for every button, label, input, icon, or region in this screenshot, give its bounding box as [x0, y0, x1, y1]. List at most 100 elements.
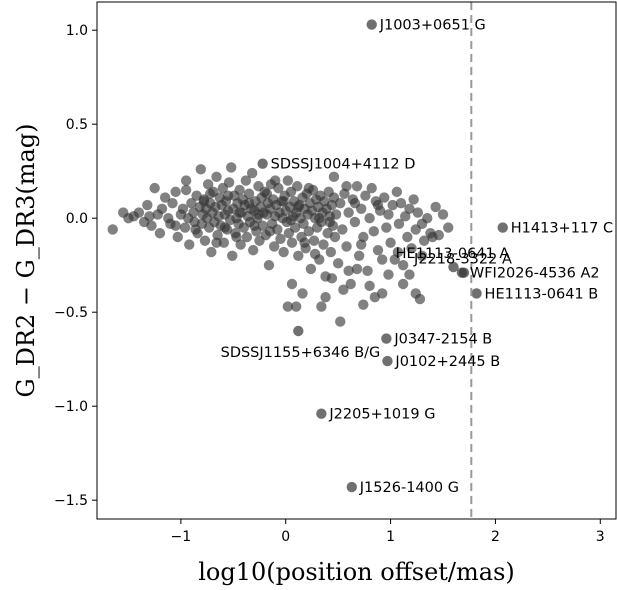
data-point — [298, 218, 309, 230]
data-point — [205, 188, 216, 199]
data-point — [154, 228, 166, 239]
data-point — [149, 182, 160, 194]
data-point — [198, 196, 210, 207]
data-point — [443, 222, 454, 233]
data-point — [433, 229, 445, 241]
data-point — [278, 246, 289, 258]
data-point — [219, 222, 231, 233]
point-annotation: WFI2026-4536 A2 — [470, 266, 600, 282]
data-point — [270, 175, 281, 186]
data-point — [253, 209, 264, 220]
data-point — [199, 235, 211, 246]
data-point — [142, 199, 153, 211]
x-tick-label: 0 — [281, 529, 290, 545]
data-point — [416, 250, 428, 261]
labeled-data-point — [456, 267, 468, 278]
data-point — [211, 171, 222, 183]
y-tick-label: −0.5 — [54, 305, 88, 321]
labeled-data-point — [293, 325, 304, 337]
data-point — [332, 258, 344, 269]
data-point — [387, 199, 398, 211]
data-point — [349, 216, 361, 228]
point-annotation: J1526-1400 G — [359, 480, 459, 496]
data-point — [170, 220, 181, 231]
data-point — [195, 164, 206, 175]
data-point — [159, 192, 171, 203]
data-point — [268, 241, 280, 252]
data-point — [261, 188, 273, 199]
data-point — [353, 250, 365, 261]
data-point — [240, 175, 252, 186]
data-point — [362, 265, 373, 277]
point-annotation: J2218-3322 A — [413, 252, 512, 268]
data-point — [369, 291, 381, 303]
labeled-data-point — [316, 408, 327, 419]
point-annotation: SDSSJ1155+6346 B/G — [221, 345, 381, 361]
point-annotation: J0347-2154 B — [393, 332, 492, 348]
x-tick-label: 3 — [596, 529, 605, 545]
data-point — [422, 213, 433, 224]
data-point — [318, 239, 329, 250]
data-point — [366, 182, 377, 194]
data-point — [172, 231, 183, 243]
scatter-points — [107, 162, 454, 327]
data-point — [211, 237, 222, 248]
data-point — [227, 250, 238, 261]
x-tick-label: 1 — [386, 529, 395, 545]
labeled-points — [257, 19, 508, 493]
data-point — [305, 263, 317, 275]
labeled-data-point — [366, 19, 377, 30]
labeled-data-point — [381, 333, 392, 344]
data-point — [243, 197, 255, 209]
data-point — [410, 288, 421, 299]
y-tick-label: 0.5 — [66, 117, 88, 133]
x-tick-label: −1 — [171, 529, 192, 545]
data-point — [218, 237, 230, 248]
data-point — [358, 299, 369, 310]
labeled-data-point — [382, 355, 393, 367]
data-point — [343, 265, 354, 277]
data-point — [202, 179, 214, 190]
data-point — [179, 222, 191, 233]
data-point — [186, 197, 197, 209]
data-point — [222, 190, 234, 201]
data-point — [335, 197, 346, 209]
data-point — [249, 220, 260, 231]
data-point — [206, 246, 217, 258]
data-point — [437, 209, 449, 220]
data-point — [379, 192, 390, 203]
data-point — [372, 244, 384, 256]
data-point — [330, 209, 342, 220]
data-point — [257, 220, 268, 231]
point-annotation: J0102+2445 B — [394, 354, 500, 370]
point-annotation: HE1113-0641 A — [396, 246, 510, 262]
data-point — [345, 278, 356, 290]
data-point — [177, 203, 189, 214]
labeled-data-point — [448, 261, 459, 273]
data-point — [180, 175, 192, 186]
data-point — [372, 199, 384, 211]
data-point — [170, 186, 181, 198]
data-point — [364, 213, 375, 224]
data-point — [402, 231, 413, 243]
data-point — [404, 269, 415, 280]
y-axis-label: G_DR2 − G_DR3(mag) — [12, 123, 40, 397]
data-point — [231, 231, 242, 243]
point-annotation: J2205+1019 G — [328, 407, 435, 423]
y-tick-label: 0.0 — [66, 211, 88, 227]
y-tick-label: −1.0 — [54, 399, 88, 415]
data-point — [291, 301, 302, 312]
y-axis-ticks: −1.5 −1.0 −0.5 0.0 0.5 1.0 — [54, 23, 97, 509]
data-point — [316, 301, 327, 312]
data-point — [408, 194, 419, 205]
data-point — [383, 269, 394, 280]
data-point — [246, 167, 258, 179]
data-point — [320, 291, 331, 303]
x-tick-label: 2 — [491, 529, 500, 545]
plot-frame — [96, 1, 617, 520]
data-point — [263, 260, 275, 271]
data-point — [395, 197, 407, 209]
data-point — [275, 233, 286, 245]
data-point — [146, 220, 157, 231]
